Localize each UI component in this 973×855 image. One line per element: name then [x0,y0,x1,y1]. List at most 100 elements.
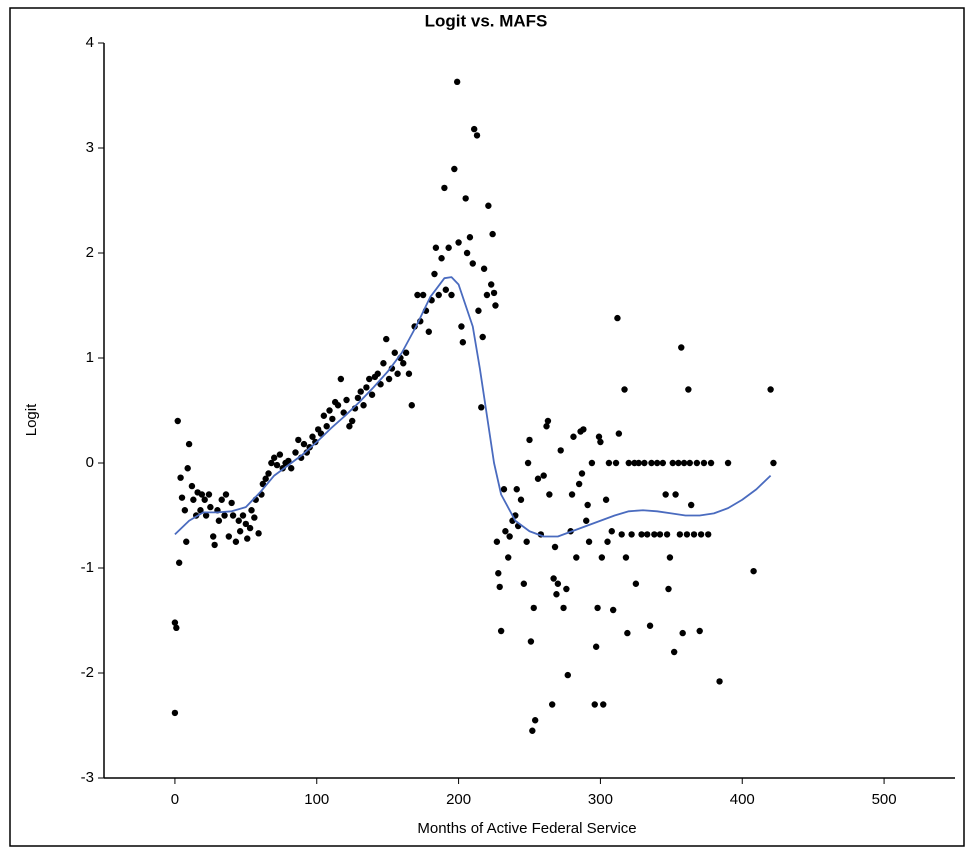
point [646,622,654,629]
point [750,567,757,575]
point [544,417,552,425]
point [644,531,651,538]
point [441,184,448,192]
point [696,627,703,635]
point [470,125,478,133]
point [500,486,508,493]
point [202,512,210,519]
point [665,585,672,593]
point [651,531,658,538]
point [628,531,635,538]
point [309,433,316,440]
point [225,533,233,540]
point [229,512,237,519]
point [680,459,688,467]
point [178,494,186,501]
point [177,474,184,481]
point [239,512,247,519]
point [563,585,570,593]
fit-line [174,276,772,538]
point [431,270,438,278]
point [485,202,492,209]
point [248,507,255,514]
point [171,709,179,717]
point [632,580,640,587]
point [520,580,528,587]
point [716,678,723,685]
point [228,499,235,507]
frame [9,7,965,847]
point [244,535,251,542]
point [493,538,501,545]
point [380,360,387,367]
point [543,423,550,430]
point [246,524,254,532]
point [383,335,390,343]
point [207,503,214,511]
point [622,554,630,561]
point [488,281,495,288]
point [546,491,553,498]
point [374,370,381,377]
point [557,447,564,454]
point [602,496,610,503]
point [462,195,469,202]
point [268,459,275,467]
x-tick-label: 400 [730,791,755,808]
point [678,344,685,351]
point [478,404,485,411]
x-tick-label: 500 [872,791,897,808]
point [442,286,450,293]
point [551,543,559,551]
point [483,291,491,299]
point [184,465,191,472]
point [190,496,197,503]
point [568,491,576,498]
point [349,417,356,425]
point [580,426,587,433]
y-tick-label: 4 [86,34,94,51]
point [573,554,580,561]
point [624,629,631,637]
point [697,531,705,538]
point [463,249,471,257]
point [295,436,302,444]
point [609,606,617,614]
point [517,496,525,503]
point [656,531,664,538]
point [489,230,496,238]
point [445,244,452,251]
point [210,533,217,540]
point [505,554,512,561]
point [251,514,258,521]
point [425,328,432,335]
point [455,239,462,246]
point [598,554,606,561]
point [458,323,465,330]
point [679,629,686,637]
point [222,491,230,498]
point [475,307,482,314]
x-tick-label: 100 [304,791,329,808]
point [221,512,228,519]
x-axis-label: Months of Active Federal Service [417,820,636,837]
point [707,459,715,467]
point [451,165,458,173]
point [686,459,693,467]
point [479,333,486,341]
point [205,491,213,498]
point [405,370,413,377]
point [400,360,407,367]
point [466,234,474,241]
point [693,459,701,467]
point [408,402,415,409]
point [496,583,503,591]
point [553,591,560,598]
point [560,604,567,612]
point [526,436,533,444]
point [490,289,498,297]
point [343,396,350,404]
point [675,459,682,467]
y-tick-label: 2 [86,244,94,261]
